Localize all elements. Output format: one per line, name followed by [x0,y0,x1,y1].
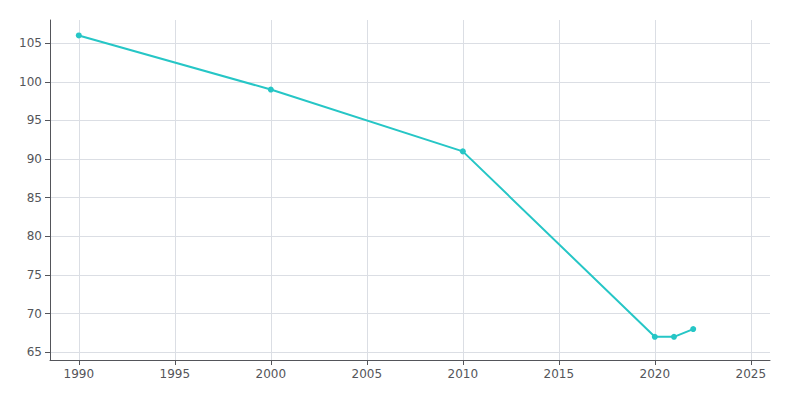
svg-text:80: 80 [27,229,42,243]
svg-text:2025: 2025 [736,367,767,381]
svg-text:2015: 2015 [544,367,575,381]
svg-text:2000: 2000 [256,367,287,381]
svg-text:75: 75 [27,268,42,282]
svg-text:1995: 1995 [160,367,191,381]
svg-text:2005: 2005 [352,367,383,381]
svg-text:2020: 2020 [640,367,671,381]
svg-text:85: 85 [27,191,42,205]
svg-text:2010: 2010 [448,367,479,381]
svg-text:100: 100 [19,75,42,89]
svg-text:1990: 1990 [64,367,95,381]
svg-text:65: 65 [27,345,42,359]
svg-text:105: 105 [19,36,42,50]
svg-text:95: 95 [27,113,42,127]
svg-text:90: 90 [27,152,42,166]
svg-text:70: 70 [27,307,42,321]
